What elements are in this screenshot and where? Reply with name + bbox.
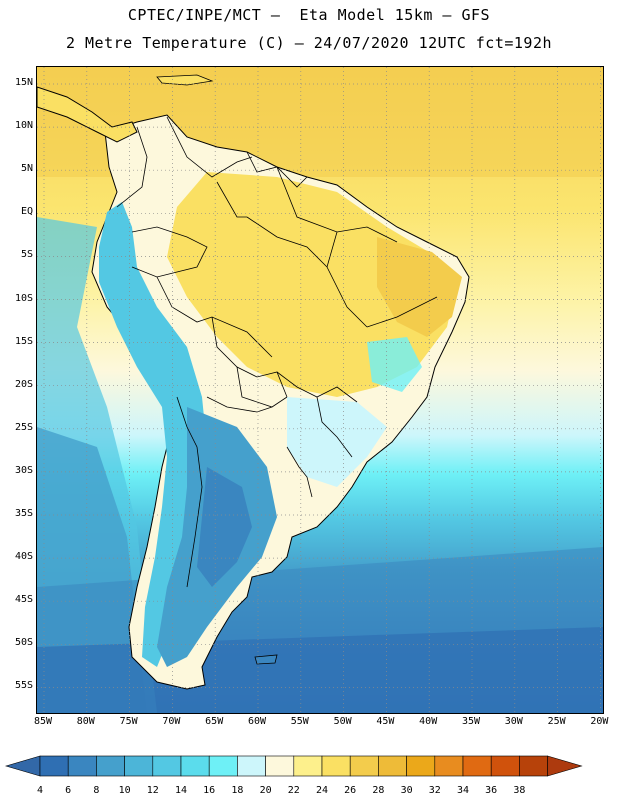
colorbar-segment: [237, 755, 266, 777]
colorbar-segment: [378, 755, 407, 777]
colorbar-label-30: 30: [400, 785, 413, 796]
caribbean-islands: [156, 74, 214, 86]
colorbar-segment: [39, 755, 69, 777]
lat-label-EQ: EQ: [20, 206, 33, 218]
lon-label-85W: 85W: [33, 716, 53, 727]
lon-label-65W: 65W: [205, 716, 224, 727]
lat-label-15N: 15N: [14, 77, 33, 88]
southern-brazil-cool: [287, 397, 387, 487]
lon-label-30W: 30W: [504, 716, 523, 727]
lat-label-25S: 25S: [14, 421, 33, 433]
map-canvas: [37, 67, 603, 713]
colorbar-segment: [434, 755, 464, 777]
colorbar-segment: [321, 755, 351, 777]
colorbar-segment: [490, 755, 520, 777]
patagonia-coldest: [197, 467, 252, 587]
colorbar-segment: [67, 755, 97, 777]
map-title-line1: CPTEC/INPE/MCT – Eta Model 15km – GFS: [127, 6, 491, 24]
lon-label-80W: 80W: [76, 716, 95, 727]
lat-label-55S: 55S: [14, 680, 33, 692]
colorbar-segment: [406, 755, 436, 777]
colorbar-segment: [519, 755, 548, 777]
lon-label-35W: 35W: [461, 716, 481, 727]
lon-label-60W: 60W: [247, 716, 267, 727]
colorbar-segment: [124, 755, 154, 777]
colorbar-segment: [180, 755, 210, 777]
lon-label-50W: 50W: [333, 716, 352, 727]
lat-label-5N: 5N: [20, 163, 33, 175]
colorbar-segment: [265, 755, 295, 777]
colorbar-label-10: 10: [118, 785, 131, 796]
colorbar-label-18: 18: [231, 785, 244, 796]
lat-label-5S: 5S: [20, 249, 33, 261]
temperature-colorbar: [4, 755, 583, 777]
lon-label-70W: 70W: [162, 716, 181, 727]
colorbar-label-12: 12: [146, 785, 159, 796]
northeast-brazil-warm: [377, 237, 462, 337]
falkland-islands: [254, 654, 278, 665]
lat-label-35S: 35S: [14, 508, 33, 519]
colorbar-label-16: 16: [203, 785, 216, 796]
central-america-land: [37, 86, 138, 143]
colorbar-label-34: 34: [456, 785, 470, 796]
lat-label-45S: 45S: [14, 594, 33, 606]
colorbar-label-4: 4: [36, 785, 44, 796]
lat-label-50S: 50S: [14, 637, 33, 649]
colorbar-label-32: 32: [428, 785, 441, 796]
lat-label-15S: 15S: [14, 335, 33, 347]
colorbar-over-arrow: [547, 755, 583, 777]
colorbar-segment: [152, 755, 182, 777]
lat-label-20S: 20S: [14, 378, 33, 390]
colorbar-label-38: 38: [513, 785, 526, 796]
colorbar-label-28: 28: [372, 785, 385, 796]
lat-label-30S: 30S: [14, 464, 33, 476]
lon-label-45W: 45W: [376, 716, 395, 727]
colorbar-label-36: 36: [485, 785, 498, 796]
lat-label-40S: 40S: [14, 551, 33, 563]
colorbar-segment: [349, 755, 379, 777]
colorbar-under-arrow: [4, 755, 41, 777]
lat-label-10S: 10S: [14, 292, 33, 304]
southeast-brazil-highland: [367, 337, 422, 392]
colorbar-label-22: 22: [287, 785, 300, 796]
colorbar-segment: [462, 755, 492, 777]
colorbar-label-24: 24: [315, 785, 329, 796]
lon-label-25W: 25W: [547, 716, 566, 727]
colorbar-segment: [96, 755, 125, 777]
colorbar-segment: [208, 755, 238, 777]
lon-label-20W: 20W: [590, 716, 609, 727]
colorbar-label-20: 20: [259, 785, 272, 796]
lat-label-10N: 10N: [14, 120, 33, 132]
colorbar-label-8: 8: [93, 785, 100, 796]
map-title-line2: 2 Metre Temperature (C) – 24/07/2020 12U…: [65, 34, 553, 52]
colorbar-label-26: 26: [344, 785, 357, 796]
colorbar-label-14: 14: [174, 785, 188, 796]
country-borders: [116, 116, 438, 588]
lon-label-55W: 55W: [290, 716, 309, 727]
colorbar-segment: [293, 755, 323, 777]
temperature-map: [36, 66, 604, 714]
lon-label-40W: 40W: [419, 716, 438, 727]
lon-label-75W: 75W: [119, 716, 138, 727]
colorbar-label-6: 6: [65, 785, 72, 796]
